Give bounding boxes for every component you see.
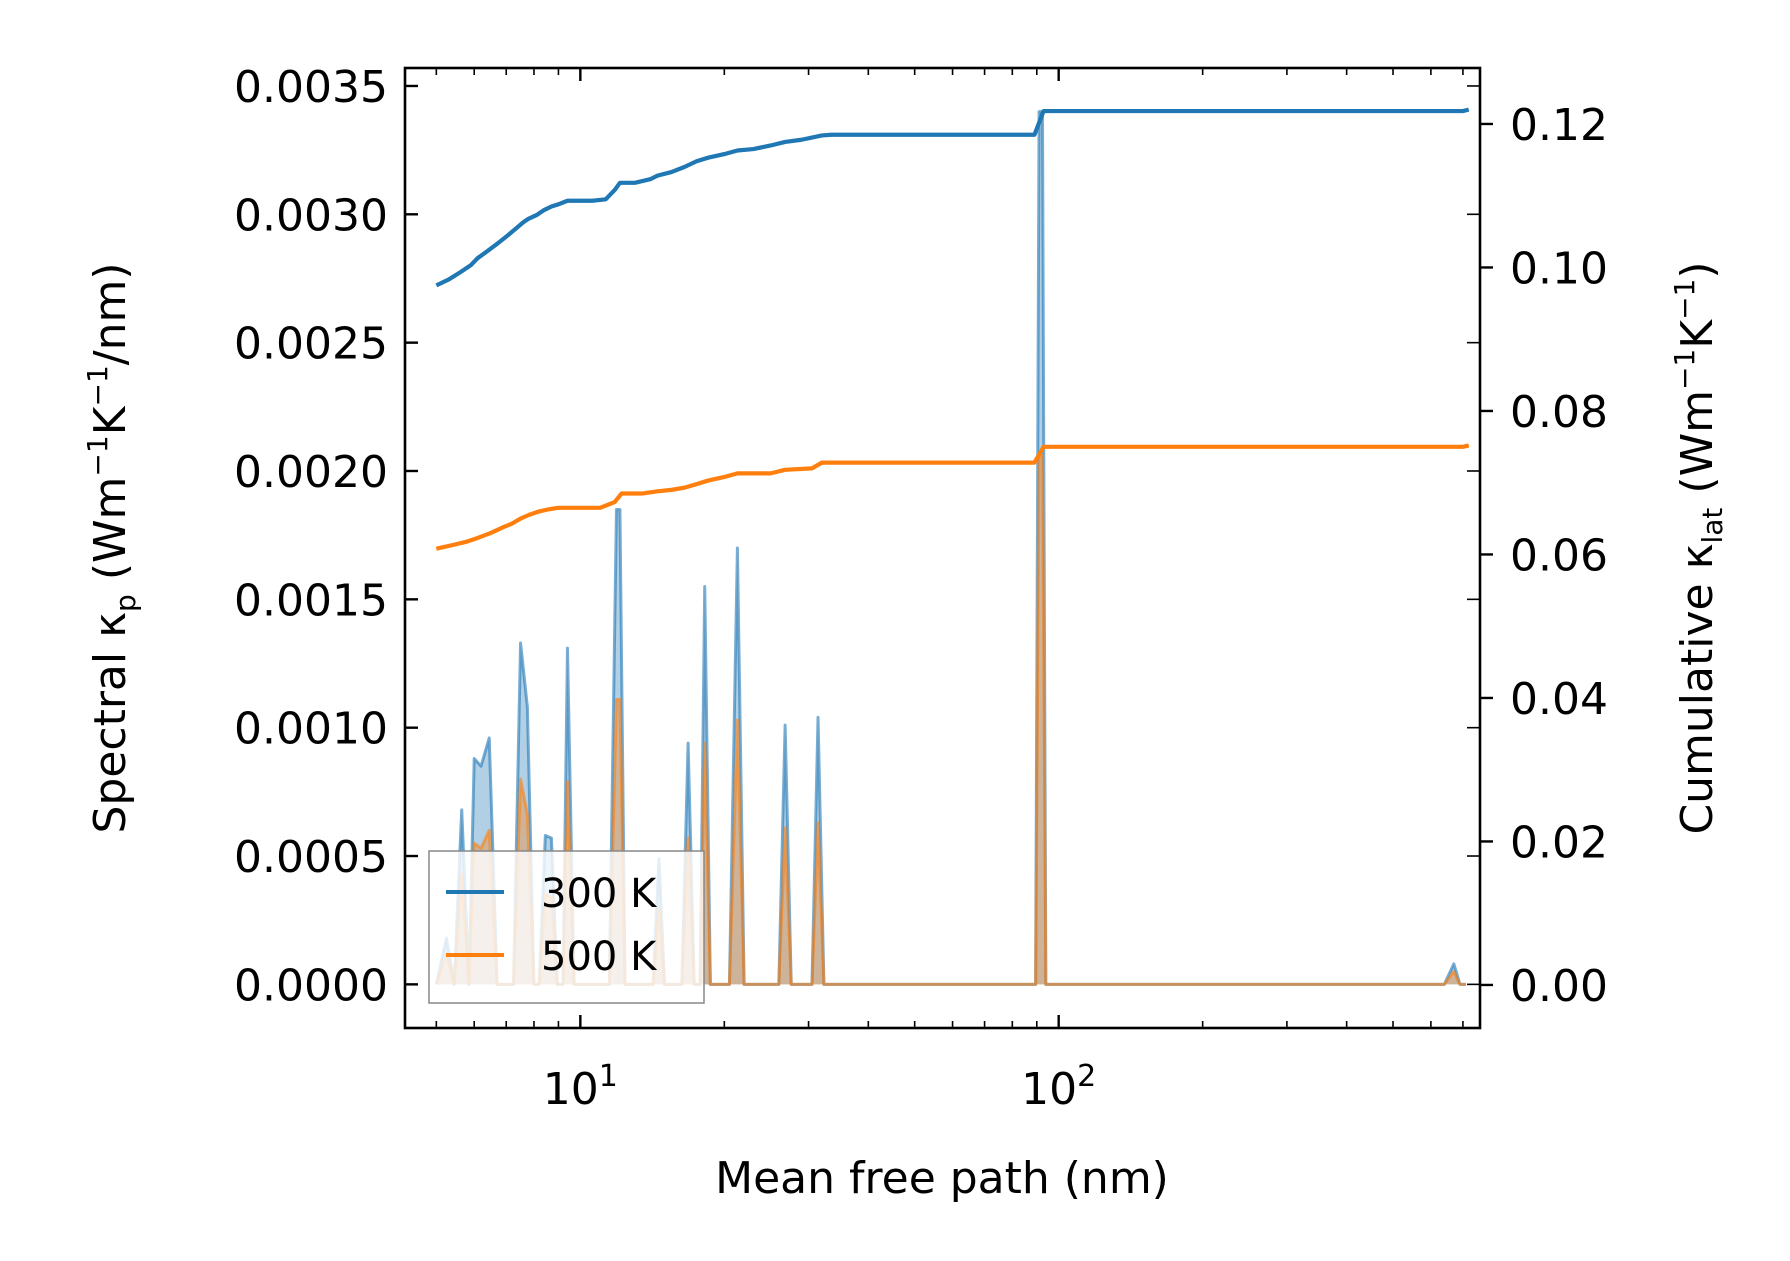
y-left-tick-label: 0.0035 xyxy=(234,62,388,113)
plot-frame xyxy=(403,66,1482,1030)
y-left-tick-label: 0.0015 xyxy=(234,575,388,626)
y-right-tick-label: 0.10 xyxy=(1510,243,1608,294)
y-right-tick-label: 0.06 xyxy=(1510,530,1608,581)
x-axis-title: Mean free path (nm) xyxy=(715,1153,1169,1204)
cumulative-line-500k xyxy=(435,443,1470,551)
y-left-tick-label: 0.0025 xyxy=(234,319,388,370)
x-tick-label: 101 xyxy=(543,1059,618,1115)
cumulative-layer xyxy=(435,107,1470,551)
y-right-tick-label: 0.08 xyxy=(1510,387,1608,438)
y-left-tick-label: 0.0005 xyxy=(234,832,388,883)
legend-label-500k: 500 K xyxy=(541,934,658,980)
y-right-tick-label: 0.04 xyxy=(1510,674,1608,725)
legend-label-300k: 300 K xyxy=(541,871,658,917)
y-left-axis-title: Spectral κp (Wm−1K−1/nm) xyxy=(81,262,142,833)
y-right-axis-title: Cumulative κlat (Wm−1K−1) xyxy=(1668,261,1729,834)
y-right-tick-label: 0.02 xyxy=(1510,817,1608,868)
y-right-tick-label: 0.12 xyxy=(1510,100,1608,151)
legend: 300 K 500 K xyxy=(428,850,705,1004)
y-left-tick-label: 0.0020 xyxy=(234,447,388,498)
y-left-tick-label: 0.0030 xyxy=(234,190,388,241)
ticks-layer: 0.0000 0.0005 0.0010 0.0015 0.0020 0.0025 0.00… xyxy=(234,62,1608,1115)
cumulative-line-300k xyxy=(435,107,1470,288)
y-right-tick-label: 0.00 xyxy=(1510,961,1608,1012)
y-left-tick-label: 0.0000 xyxy=(234,960,388,1011)
x-tick-label: 102 xyxy=(1021,1059,1096,1115)
legend-box xyxy=(428,850,705,1004)
y-left-tick-label: 0.0010 xyxy=(234,704,388,755)
